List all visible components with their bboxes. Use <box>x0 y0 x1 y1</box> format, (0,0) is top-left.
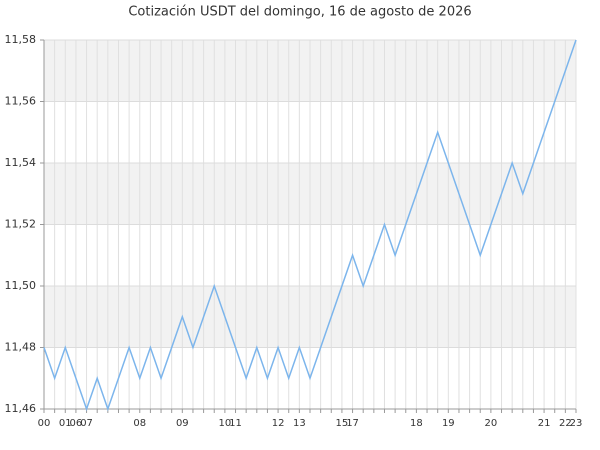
y-tick-label: 11,46 <box>5 402 37 415</box>
x-tick-label: 23 <box>570 418 583 429</box>
y-tick-label: 11,52 <box>5 218 37 231</box>
chart-title: Cotización USDT del domingo, 16 de agost… <box>128 5 471 20</box>
x-tick-label: 07 <box>80 418 93 429</box>
x-tick-label: 00 <box>38 418 51 429</box>
x-tick-label: 01 <box>59 418 72 429</box>
y-tick-label: 11,56 <box>5 95 37 108</box>
x-tick-label: 10 <box>219 418 232 429</box>
y-tick-label: 11,58 <box>5 33 37 46</box>
x-tick-label: 19 <box>442 418 455 429</box>
x-tick-label: 11 <box>229 418 242 429</box>
x-tick-label: 09 <box>176 418 189 429</box>
x-tick-label: 20 <box>485 418 498 429</box>
line <box>43 39 577 412</box>
y-tick-label: 11,50 <box>5 279 37 292</box>
x-tick-label: 18 <box>410 418 423 429</box>
x-tick-label: 06 <box>70 418 83 429</box>
x-tick-label: 21 <box>538 418 551 429</box>
x-tick-label: 17 <box>346 418 359 429</box>
x-tick-label: 08 <box>133 418 146 429</box>
x-tick-label: 15 <box>336 418 349 429</box>
x-tick-label: 22 <box>559 418 572 429</box>
y-tick-label: 11,48 <box>5 341 37 354</box>
x-tick-label: 12 <box>272 418 285 429</box>
y-tick-label: 11,54 <box>5 156 37 169</box>
x-tick-label: 13 <box>293 418 306 429</box>
